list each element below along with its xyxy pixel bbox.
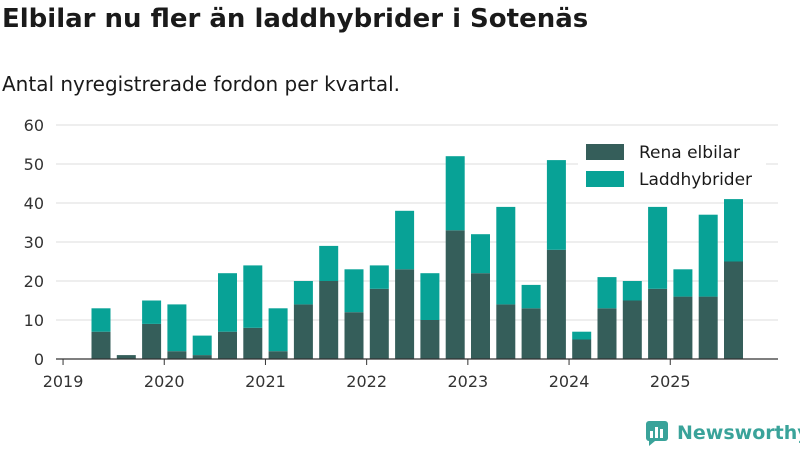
bar-segment xyxy=(243,327,263,359)
bar-segment xyxy=(167,351,187,359)
bar-segment xyxy=(597,308,617,359)
bar-segment xyxy=(293,304,313,359)
legend-swatch xyxy=(586,171,624,187)
x-tick-label: 2023 xyxy=(447,372,488,391)
bar-segment xyxy=(192,335,212,356)
bar-segment xyxy=(167,304,187,352)
bar-segment xyxy=(496,206,516,305)
bar-segment xyxy=(395,269,415,359)
bar-segment xyxy=(395,210,415,270)
bar-segment xyxy=(142,323,162,359)
bar-segment xyxy=(369,265,389,289)
bar-segment xyxy=(572,339,592,359)
legend-label: Rena elbilar xyxy=(639,143,740,163)
y-tick-label: 30 xyxy=(24,233,44,252)
legend-label: Laddhybrider xyxy=(639,170,752,190)
bar-segment xyxy=(622,300,642,359)
bar-segment xyxy=(698,296,718,359)
bar-segment xyxy=(597,277,617,309)
bar-segment xyxy=(91,308,111,332)
x-tick-label: 2024 xyxy=(549,372,590,391)
bar-segment xyxy=(521,308,541,359)
x-tick-label: 2019 xyxy=(43,372,84,391)
bar-segment xyxy=(622,281,642,301)
x-tick-label: 2020 xyxy=(144,372,185,391)
bar-segment xyxy=(698,214,718,297)
bar-segment xyxy=(471,273,490,359)
legend-swatch xyxy=(586,144,624,160)
bar-segment xyxy=(546,160,566,250)
brand-name: Newsworthy xyxy=(677,422,800,444)
x-tick-label: 2022 xyxy=(346,372,387,391)
bar-segment xyxy=(218,273,237,332)
bar-segment xyxy=(521,284,541,309)
bar-segment xyxy=(673,269,693,297)
newsworthy-logo-icon xyxy=(646,421,668,446)
y-tick-label: 20 xyxy=(24,272,44,291)
bar-segment xyxy=(268,351,288,359)
y-tick-label: 0 xyxy=(34,350,44,369)
bar-segment xyxy=(243,265,263,328)
bar-segment xyxy=(142,300,162,324)
bar-segment xyxy=(218,331,237,359)
bar-segment xyxy=(319,281,339,359)
bar-segment xyxy=(91,331,111,359)
bar-segment xyxy=(648,288,668,359)
bar-segment xyxy=(673,296,693,359)
y-tick-label: 10 xyxy=(24,311,44,330)
x-tick-label: 2021 xyxy=(245,372,286,391)
bar-segment xyxy=(546,249,566,359)
bar-segment xyxy=(420,320,440,359)
bar-segment xyxy=(420,273,440,320)
y-tick-label: 40 xyxy=(24,194,44,213)
newsworthy-brand: Newsworthy xyxy=(645,420,800,446)
bar-segment xyxy=(648,206,668,289)
y-tick-label: 50 xyxy=(24,155,44,174)
chart-title: Elbilar nu fler än laddhybrider i Sotenä… xyxy=(2,4,589,34)
bar-segment xyxy=(496,304,516,359)
bar-segment xyxy=(445,230,465,359)
bar-segment xyxy=(344,312,364,359)
bar-segment xyxy=(319,245,339,281)
bar-segment xyxy=(471,234,490,274)
bar-segment xyxy=(369,288,389,359)
bar-segment xyxy=(192,355,212,359)
bar-segment xyxy=(293,281,313,305)
bar-segment xyxy=(724,199,743,262)
bar-segment xyxy=(724,261,743,359)
y-tick-label: 60 xyxy=(24,116,44,135)
bar-segment xyxy=(268,308,288,352)
bar-segment xyxy=(445,156,465,231)
bar-segment xyxy=(116,355,136,359)
bar-segment xyxy=(572,331,592,340)
bar-segment xyxy=(344,269,364,313)
x-tick-label: 2025 xyxy=(650,372,691,391)
chart-subtitle: Antal nyregistrerade fordon per kvartal. xyxy=(2,72,401,96)
